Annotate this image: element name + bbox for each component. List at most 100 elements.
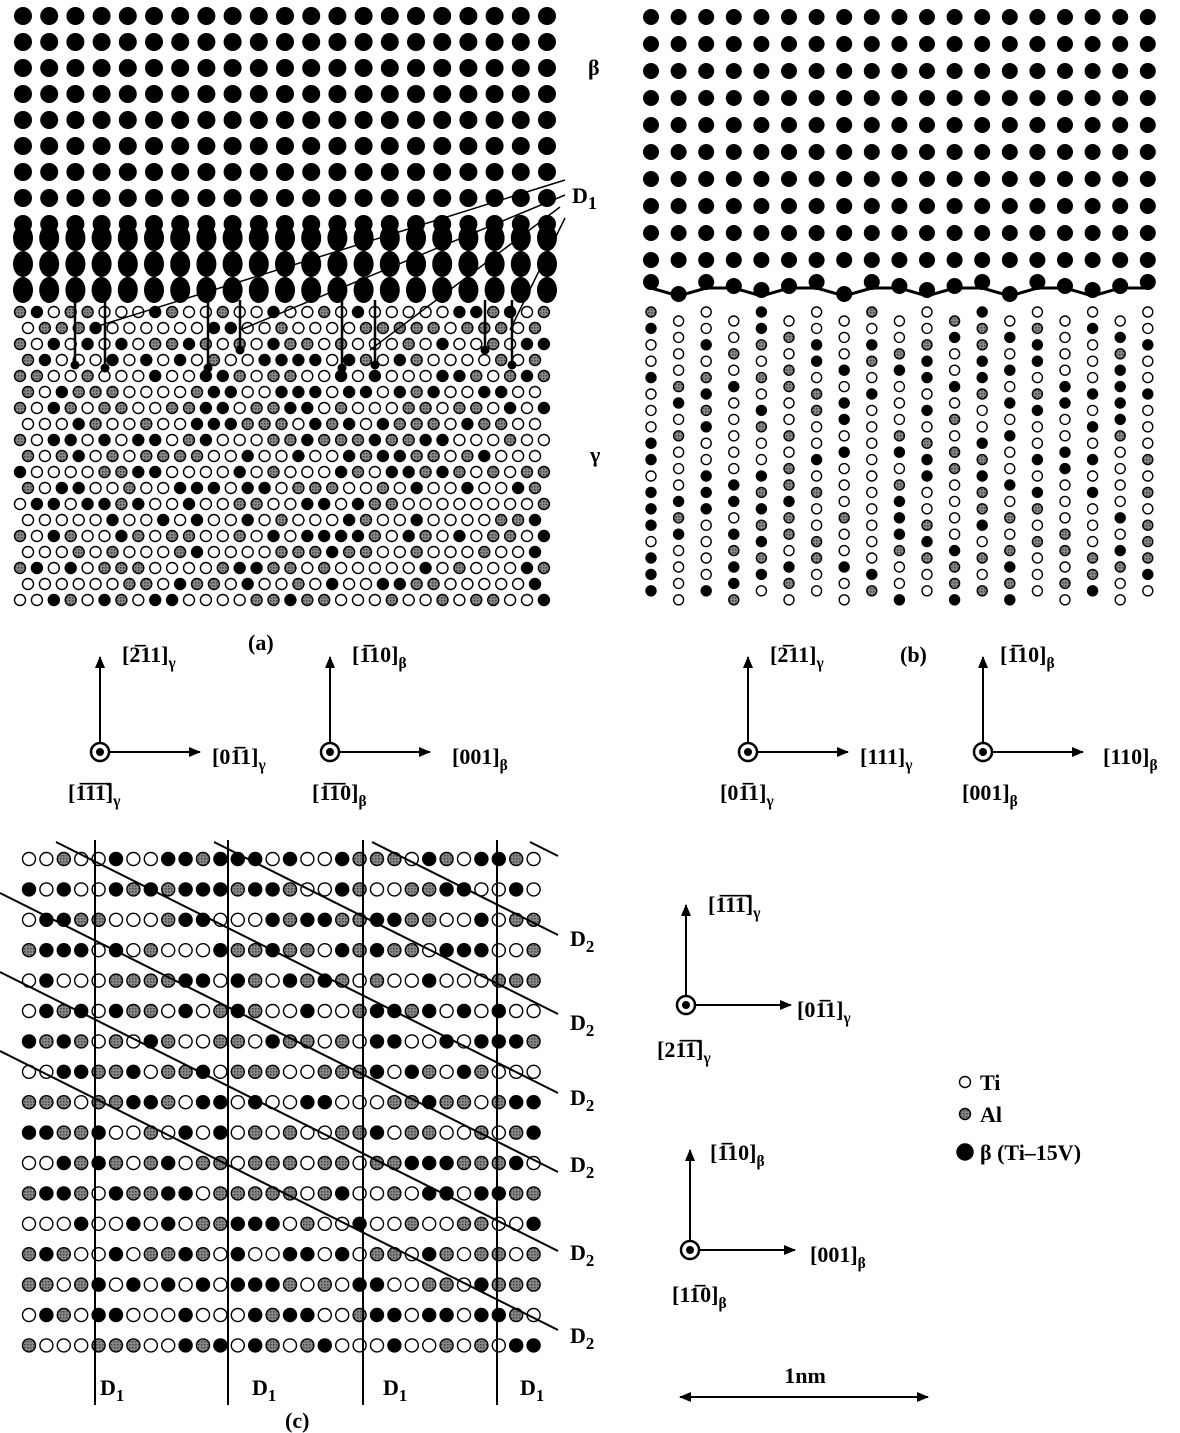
atom: [276, 33, 294, 51]
atom: [458, 1005, 471, 1018]
atom: [1032, 340, 1042, 350]
atom: [355, 111, 373, 129]
atom: [141, 515, 152, 526]
atom: [1060, 349, 1070, 359]
atom: [75, 1339, 88, 1352]
atom: [950, 365, 960, 375]
atom: [65, 499, 76, 510]
atom: [643, 252, 659, 268]
atom: [812, 504, 822, 514]
atom: [179, 1187, 192, 1200]
atom: [922, 389, 932, 399]
atom: [437, 403, 448, 414]
atom: [1005, 414, 1015, 424]
atom: [481, 346, 490, 355]
atom: [530, 419, 541, 430]
atom: [200, 339, 211, 350]
atom: [894, 464, 904, 474]
atom: [40, 974, 53, 987]
atom: [423, 1126, 436, 1139]
atom: [162, 1187, 175, 1200]
atom: [124, 547, 135, 558]
atom: [922, 586, 932, 596]
label: (c): [285, 1408, 309, 1433]
atom: [353, 1187, 366, 1200]
atom: [344, 355, 355, 366]
atom: [894, 562, 904, 572]
atom: [249, 225, 269, 251]
atom: [458, 1248, 471, 1261]
atom: [488, 403, 499, 414]
atom: [445, 547, 456, 558]
atom: [475, 1309, 488, 1322]
atom: [158, 387, 169, 398]
atom: [812, 438, 822, 448]
atom: [405, 1065, 418, 1078]
atom: [48, 499, 59, 510]
atom: [116, 563, 127, 574]
atom: [530, 355, 541, 366]
atom: [336, 1187, 349, 1200]
atom: [462, 483, 473, 494]
atom: [40, 1157, 53, 1170]
atom: [293, 355, 304, 366]
atom: [162, 1278, 175, 1291]
atom: [175, 483, 186, 494]
atom: [459, 59, 477, 77]
atom: [23, 1096, 36, 1109]
atom: [411, 387, 422, 398]
atom: [538, 33, 556, 51]
atom: [781, 36, 797, 52]
atom: [1032, 569, 1042, 579]
atom: [510, 1035, 523, 1048]
atom: [353, 467, 364, 478]
atom: [361, 547, 372, 558]
atom: [15, 371, 26, 382]
atom: [527, 1217, 540, 1230]
atom: [23, 1005, 36, 1018]
atom: [420, 435, 431, 446]
atom: [496, 419, 507, 430]
atom: [756, 405, 766, 415]
atom: [1032, 520, 1042, 530]
atom: [512, 33, 530, 51]
atom: [65, 531, 76, 542]
atom: [158, 355, 169, 366]
label: D1: [252, 1375, 276, 1405]
atom: [15, 339, 26, 350]
atom: [1140, 90, 1156, 106]
atom: [388, 974, 401, 987]
atom: [371, 1035, 384, 1048]
atom: [179, 1248, 192, 1261]
label-sub: 2: [586, 937, 594, 956]
atom: [753, 144, 769, 160]
atom: [388, 944, 401, 957]
label-sub: 2: [586, 1021, 594, 1040]
atom: [475, 944, 488, 957]
atom: [950, 496, 960, 506]
atom: [1029, 252, 1045, 268]
atom: [268, 531, 279, 542]
atom: [1005, 562, 1015, 572]
atom: [371, 1187, 384, 1200]
atom: [784, 382, 794, 392]
atom: [836, 225, 852, 241]
atom: [646, 389, 656, 399]
atom: [184, 531, 195, 542]
atom: [381, 189, 399, 207]
atom: [674, 578, 684, 588]
atom: [974, 9, 990, 25]
atom: [812, 356, 822, 366]
atom: [371, 1339, 384, 1352]
atom: [231, 944, 244, 957]
atom: [197, 7, 215, 25]
atom: [947, 278, 963, 294]
atom: [353, 563, 364, 574]
label: [1̅1̅1̅]γ: [708, 892, 760, 922]
atom: [394, 355, 405, 366]
atom: [99, 531, 110, 542]
atom: [353, 595, 364, 606]
atom: [891, 117, 907, 133]
atom: [698, 36, 714, 52]
atom: [214, 1187, 227, 1200]
